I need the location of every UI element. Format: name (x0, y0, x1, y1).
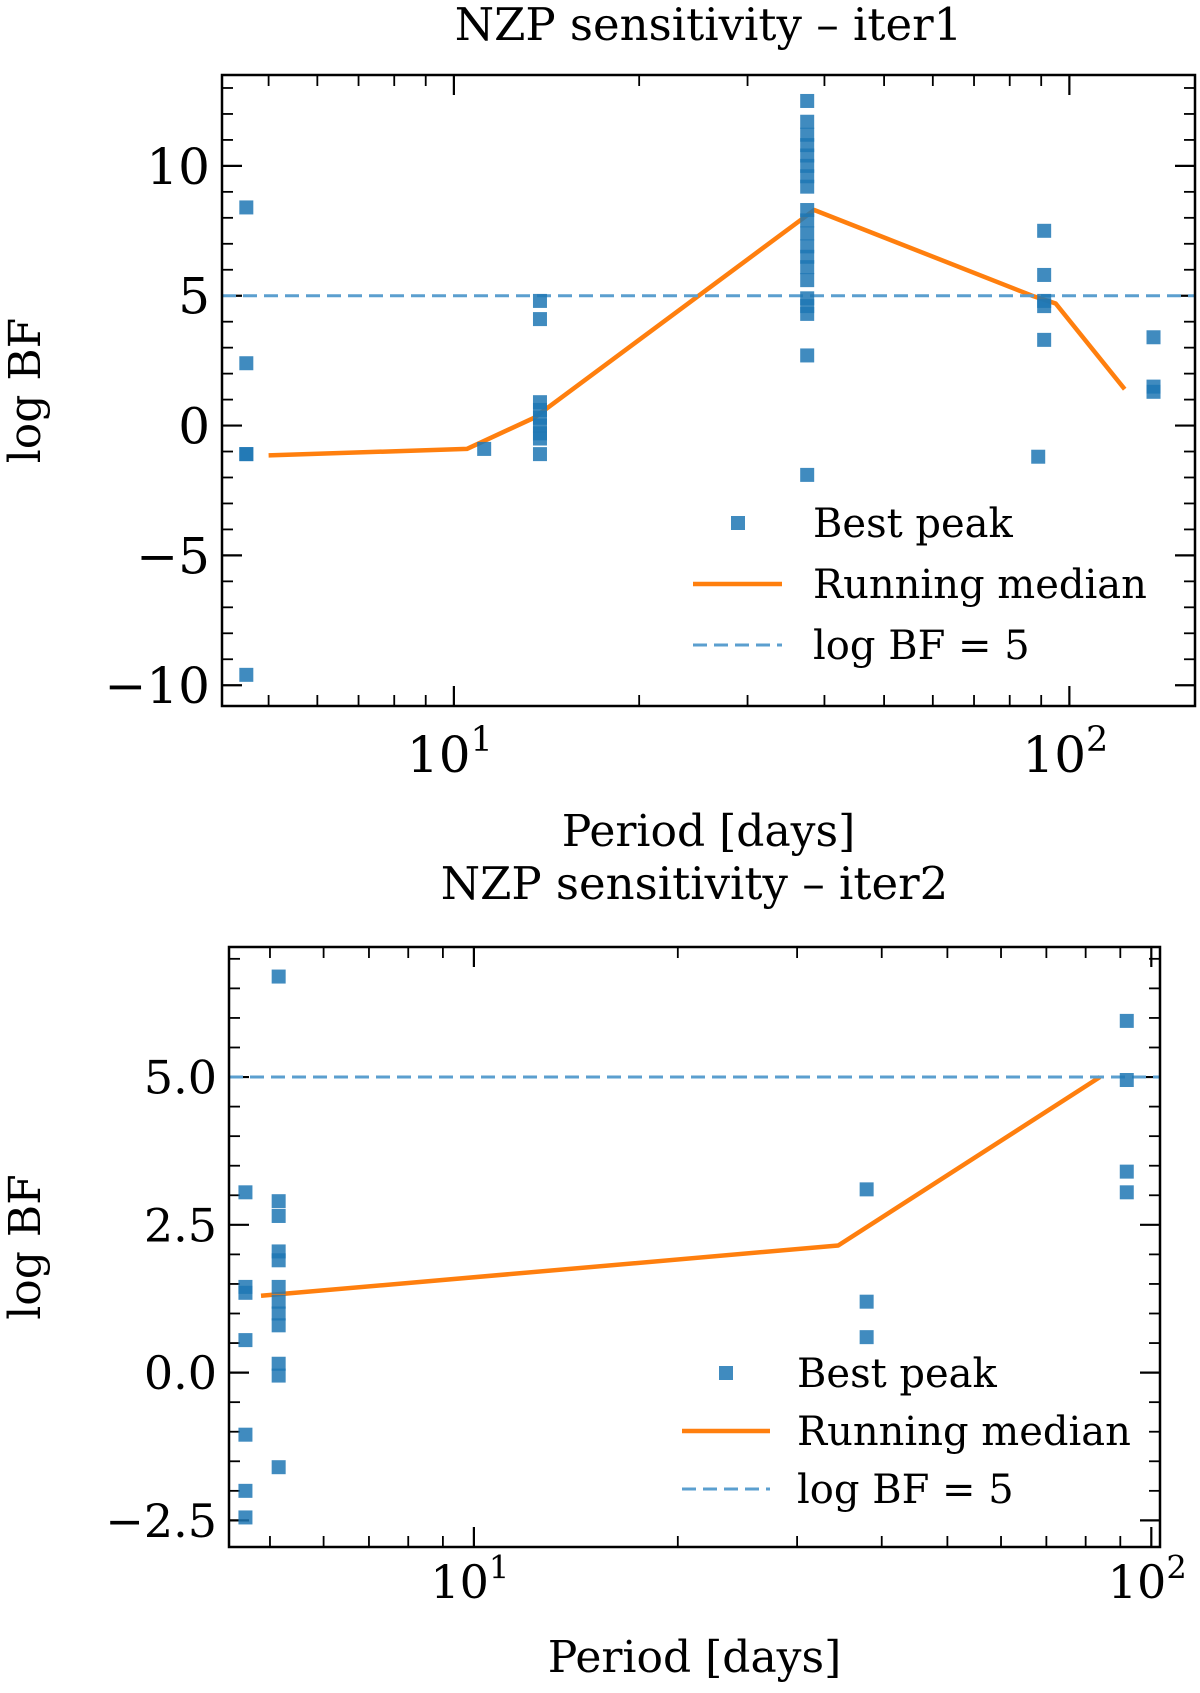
data-point (239, 667, 254, 682)
legend: Best peak Running median log BF = 5 (682, 1351, 1131, 1513)
data-point (271, 1368, 286, 1383)
data-point (271, 1318, 286, 1333)
chart-panel-iter1: NZP sensitivity – iter1 10 5 0 −5 −10 101 102 Pe… (0, 0, 1197, 857)
x-tick-label: 102 (1022, 720, 1108, 784)
legend-label: log BF = 5 (813, 623, 1030, 669)
data-point (239, 356, 254, 371)
x-tick-label: 102 (1108, 1549, 1187, 1609)
y-tick-label: −10 (104, 657, 210, 715)
data-point (271, 1356, 286, 1371)
y-tick-label: 0 (178, 398, 210, 456)
data-point (1119, 1185, 1134, 1200)
data-point (532, 431, 547, 446)
chart-title: NZP sensitivity – iter1 (455, 0, 963, 51)
y-tick-label: 0.0 (144, 1346, 217, 1400)
data-point (1037, 223, 1052, 238)
chart-panel-iter2: NZP sensitivity – iter2 5.0 2.5 0.0 −2.5 101 1… (0, 857, 1187, 1683)
data-point (1146, 330, 1161, 345)
data-point (800, 226, 815, 241)
data-point (1119, 1013, 1134, 1028)
plot-area (222, 93, 1195, 682)
data-point (859, 1330, 874, 1345)
data-point (239, 200, 254, 215)
data-point (238, 1510, 253, 1525)
y-axis-label: log BF (0, 1174, 51, 1320)
data-point (532, 312, 547, 327)
running-median-line (260, 1075, 1102, 1299)
data-point (271, 1253, 286, 1268)
x-axis-label: Period [days] (548, 1632, 842, 1683)
data-point (1037, 332, 1052, 347)
legend: Best peak Running median log BF = 5 (693, 501, 1147, 669)
data-point (238, 1185, 253, 1200)
data-point (800, 467, 815, 482)
data-point (800, 348, 815, 363)
data-point (1146, 384, 1161, 399)
data-point (238, 1285, 253, 1300)
data-point (1031, 449, 1046, 464)
y-tick-label: −2.5 (105, 1494, 217, 1548)
legend-label: Running median (813, 562, 1147, 608)
data-point (800, 93, 815, 108)
y-tick-label: 10 (146, 138, 210, 196)
x-tick-label: 101 (407, 720, 493, 784)
data-point (238, 1483, 253, 1498)
running-median-line (268, 207, 1127, 458)
y-tick-label: 5 (178, 268, 210, 326)
legend-label: Best peak (813, 501, 1014, 547)
legend-label: Best peak (797, 1351, 998, 1397)
x-axis-label: Period [days] (562, 806, 856, 857)
y-tick-label: 2.5 (144, 1198, 217, 1252)
data-point (532, 293, 547, 308)
data-point (238, 1427, 253, 1442)
y-tick-label: 5.0 (144, 1051, 217, 1105)
legend-label: Running median (797, 1409, 1131, 1455)
data-point (1119, 1164, 1134, 1179)
data-point (800, 213, 815, 228)
data-point (800, 179, 815, 194)
data-point (271, 1208, 286, 1223)
axes-frame (220, 73, 1197, 708)
data-point (800, 114, 815, 129)
y-tick-label: −5 (136, 527, 210, 585)
data-point (800, 260, 815, 275)
data-point (238, 1333, 253, 1348)
legend-marker-best-peak (719, 1366, 733, 1380)
chart-title: NZP sensitivity – iter2 (441, 857, 949, 910)
plot-area (229, 969, 1160, 1525)
data-point (477, 441, 492, 456)
data-point (859, 1182, 874, 1197)
data-point (271, 1460, 286, 1475)
data-point (271, 1306, 286, 1321)
data-point (800, 306, 815, 321)
data-point (1037, 299, 1052, 314)
axes-frame (227, 945, 1162, 1549)
data-point (532, 447, 547, 462)
legend-marker-best-peak (731, 516, 745, 530)
y-axis-label: log BF (0, 318, 51, 464)
data-point (1037, 267, 1052, 282)
data-point (271, 969, 286, 984)
data-point (271, 1294, 286, 1309)
data-point (271, 1279, 286, 1294)
data-point (859, 1294, 874, 1309)
data-point (1119, 1073, 1134, 1088)
data-point (239, 447, 254, 462)
x-tick-label: 101 (430, 1549, 509, 1609)
data-point (271, 1194, 286, 1209)
legend-label: log BF = 5 (797, 1467, 1014, 1513)
data-point (800, 273, 815, 288)
